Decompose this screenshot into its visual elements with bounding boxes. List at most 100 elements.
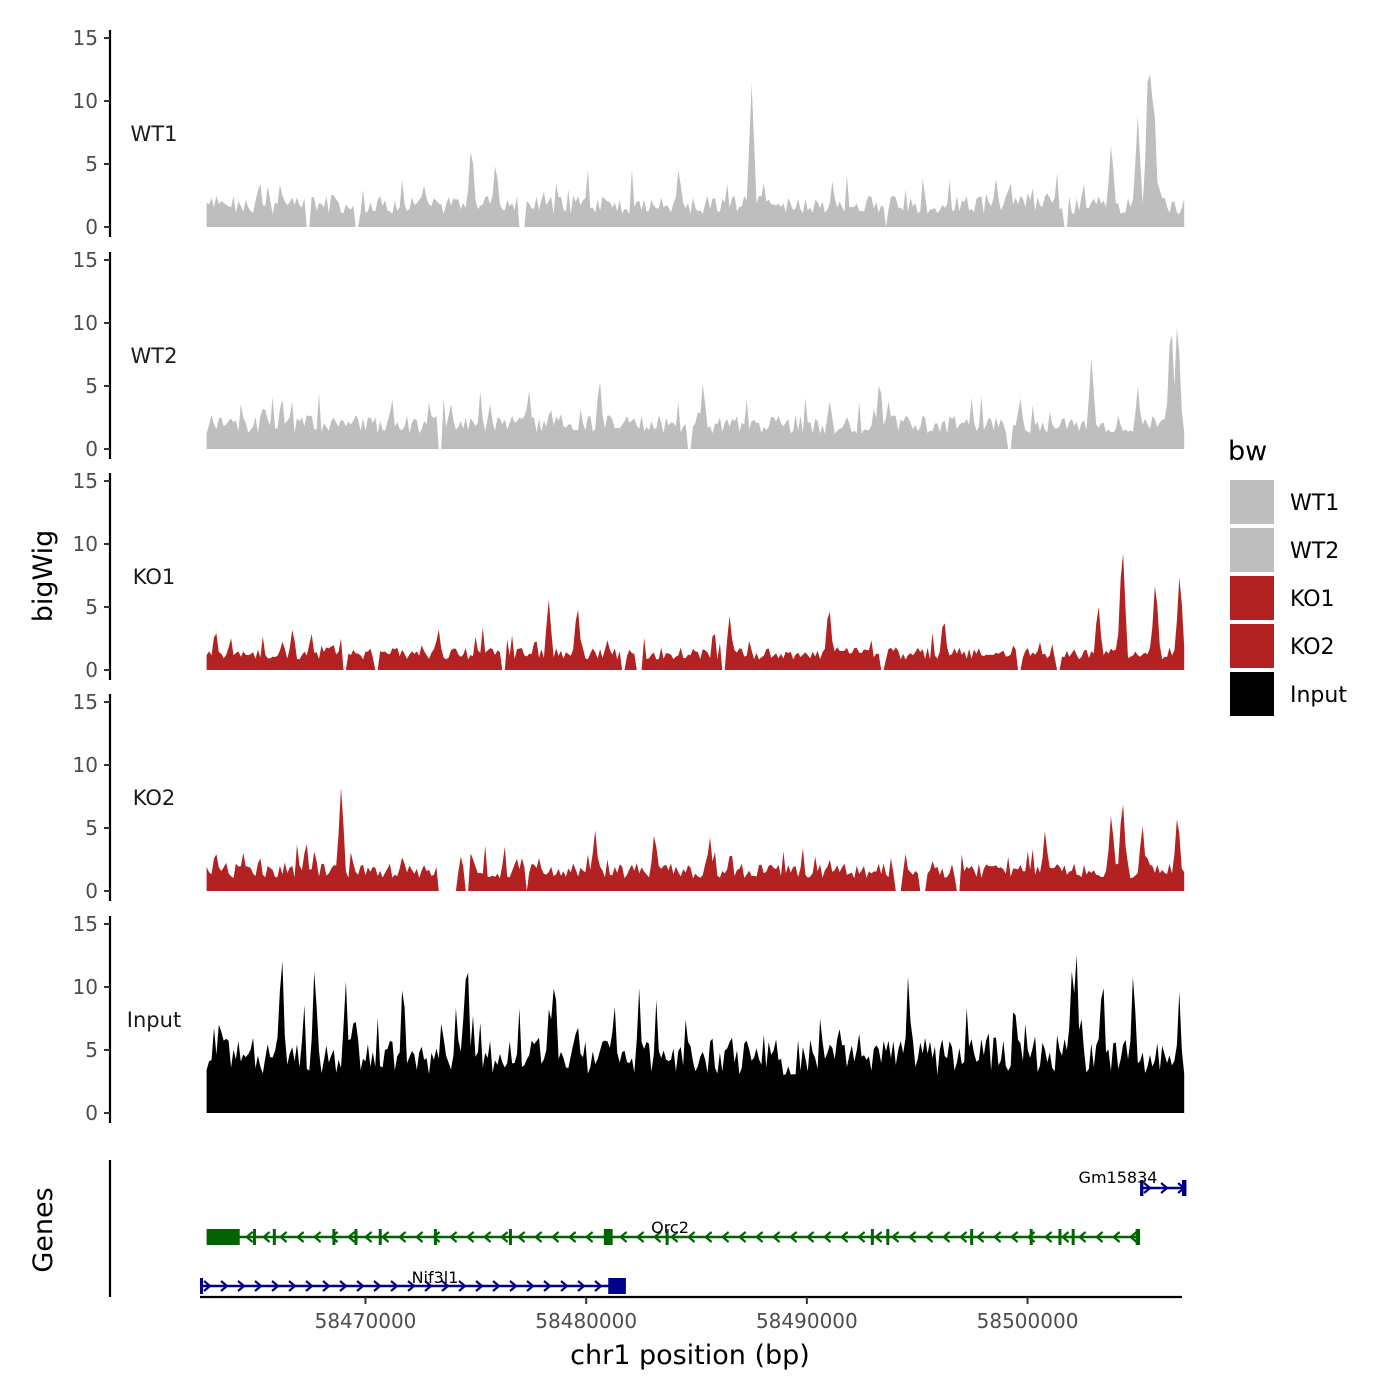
gene-exon bbox=[272, 1229, 276, 1245]
y-tick-label: 15 bbox=[73, 248, 98, 272]
legend-label-ko2: KO2 bbox=[1290, 635, 1335, 660]
y-tick-label: 5 bbox=[85, 595, 98, 619]
gene-exon bbox=[508, 1229, 512, 1245]
strand-arrow bbox=[1160, 1182, 1169, 1194]
y-tick-label: 5 bbox=[85, 374, 98, 398]
gene-exon bbox=[886, 1229, 890, 1245]
series-area-ko1 bbox=[206, 553, 1185, 670]
strand-arrow bbox=[339, 1280, 348, 1292]
gene-exon bbox=[378, 1229, 382, 1245]
strand-arrow bbox=[805, 1231, 815, 1243]
track-label-wt1: WT1 bbox=[131, 122, 178, 146]
legend-swatch-ko2 bbox=[1230, 624, 1274, 668]
strand-arrow bbox=[390, 1280, 399, 1292]
strand-arrow bbox=[295, 1231, 305, 1243]
x-tick-label: 58480000 bbox=[535, 1309, 637, 1333]
strand-arrow bbox=[1094, 1231, 1104, 1243]
gene-track: Gm15834 Orc2 Nif3l1 bbox=[108, 1160, 1187, 1297]
y-tick-label: 15 bbox=[73, 912, 98, 936]
gene-exon bbox=[870, 1229, 874, 1245]
strand-arrow bbox=[594, 1280, 603, 1292]
gene-exon bbox=[206, 1229, 240, 1245]
gene-exon bbox=[1029, 1229, 1033, 1245]
strand-arrow bbox=[560, 1280, 569, 1292]
gene-label-nif3l1: Nif3l1 bbox=[412, 1268, 459, 1287]
strand-arrow bbox=[356, 1280, 365, 1292]
strand-arrow bbox=[492, 1280, 501, 1292]
strand-arrow bbox=[686, 1231, 696, 1243]
strand-arrow bbox=[533, 1231, 543, 1243]
gene-exon bbox=[354, 1229, 358, 1245]
strand-arrow bbox=[822, 1231, 832, 1243]
strand-arrow bbox=[635, 1231, 645, 1243]
gene-gm15834: Gm15834 bbox=[1079, 1168, 1187, 1196]
legend-swatch-ko1 bbox=[1230, 576, 1274, 620]
y-tick-label: 10 bbox=[73, 89, 98, 113]
strand-arrow bbox=[856, 1231, 866, 1243]
gene-exon bbox=[608, 1278, 626, 1294]
strand-arrow bbox=[329, 1231, 339, 1243]
y-tick-label: 0 bbox=[85, 879, 98, 903]
strand-arrow bbox=[482, 1231, 492, 1243]
x-tick-label: 58490000 bbox=[756, 1309, 858, 1333]
strand-arrow bbox=[550, 1231, 560, 1243]
strand-arrow bbox=[788, 1231, 798, 1243]
strand-arrow bbox=[380, 1231, 390, 1243]
strand-arrow bbox=[254, 1280, 263, 1292]
strand-arrow bbox=[941, 1231, 951, 1243]
strand-arrow bbox=[448, 1231, 458, 1243]
strand-arrow bbox=[1143, 1182, 1152, 1194]
gene-exon bbox=[252, 1229, 256, 1245]
gene-exon bbox=[603, 1229, 613, 1245]
strand-arrow bbox=[924, 1231, 934, 1243]
strand-arrow bbox=[1009, 1231, 1019, 1243]
y-tick-label: 5 bbox=[85, 816, 98, 840]
legend-label-input: Input bbox=[1290, 683, 1347, 708]
gene-label-gm15834: Gm15834 bbox=[1079, 1168, 1158, 1187]
y-tick-label: 10 bbox=[73, 311, 98, 335]
strand-arrow bbox=[499, 1231, 509, 1243]
gene-exon bbox=[1140, 1180, 1144, 1196]
y-axis-title: bigWig bbox=[28, 530, 59, 623]
strand-arrow bbox=[577, 1280, 586, 1292]
gene-exon bbox=[1135, 1229, 1141, 1245]
strand-arrow bbox=[839, 1231, 849, 1243]
strand-arrow bbox=[431, 1231, 441, 1243]
legend-swatch-wt1 bbox=[1230, 480, 1274, 524]
track-label-input: Input bbox=[127, 1008, 181, 1032]
strand-arrow bbox=[873, 1231, 883, 1243]
y-tick-label: 0 bbox=[85, 1101, 98, 1125]
strand-arrow bbox=[424, 1280, 433, 1292]
strand-arrow bbox=[958, 1231, 968, 1243]
gene-orc2: Orc2 bbox=[206, 1218, 1141, 1245]
strand-arrow bbox=[312, 1231, 322, 1243]
series-area-input bbox=[206, 954, 1185, 1113]
strand-arrow bbox=[907, 1231, 917, 1243]
strand-arrow bbox=[669, 1231, 679, 1243]
strand-arrow bbox=[703, 1231, 713, 1243]
strand-arrow bbox=[278, 1231, 288, 1243]
track-input: 0 5 10 15 Input bbox=[73, 912, 1185, 1125]
strand-arrow bbox=[543, 1280, 552, 1292]
strand-arrow bbox=[397, 1231, 407, 1243]
strand-arrow bbox=[363, 1231, 373, 1243]
x-axis-title: chr1 position (bp) bbox=[570, 1340, 810, 1371]
strand-arrow bbox=[584, 1231, 594, 1243]
strand-arrow bbox=[305, 1280, 314, 1292]
track-wt1: 0 5 10 15 WT1 bbox=[73, 26, 1185, 239]
y-tick-label: 15 bbox=[73, 690, 98, 714]
strand-arrow bbox=[1111, 1231, 1121, 1243]
strand-arrow bbox=[992, 1231, 1002, 1243]
strand-arrow bbox=[720, 1231, 730, 1243]
genes-track-title: Genes bbox=[28, 1187, 59, 1272]
legend-label-wt2: WT2 bbox=[1290, 539, 1339, 564]
y-tick-label: 0 bbox=[85, 658, 98, 682]
strand-arrow bbox=[754, 1231, 764, 1243]
strand-arrow bbox=[237, 1280, 246, 1292]
strand-arrow bbox=[271, 1280, 280, 1292]
strand-arrow bbox=[567, 1231, 577, 1243]
series-area-ko2 bbox=[206, 787, 1185, 891]
y-tick-label: 0 bbox=[85, 437, 98, 461]
track-wt2: 0 5 10 15 WT2 bbox=[73, 248, 1185, 461]
